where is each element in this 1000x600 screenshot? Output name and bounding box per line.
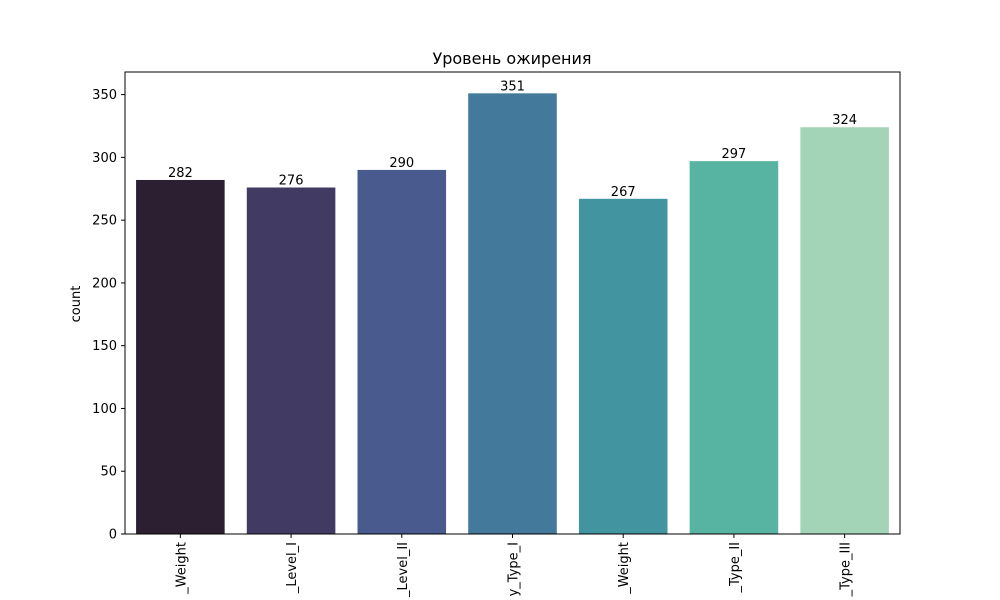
ticks-group: _Weight _Level_I _Level_II y_Type_I _Weight _… — [92, 88, 853, 598]
bar — [578, 198, 668, 534]
bar — [800, 127, 889, 534]
x-tick-label: _Weight — [174, 542, 189, 595]
x-tick-label: _Type_II — [728, 542, 743, 594]
data-label: 267 — [611, 185, 636, 200]
y-tick-label: 250 — [92, 214, 117, 229]
bar — [246, 187, 336, 534]
data-label: 282 — [168, 166, 193, 181]
bar — [468, 93, 557, 534]
data-label: 290 — [389, 156, 414, 171]
x-tick-label: _Level_II — [396, 542, 411, 598]
y-tick-label: 200 — [92, 276, 117, 291]
y-tick-label: 100 — [92, 402, 117, 417]
data-label: 297 — [722, 147, 747, 162]
y-tick-label: 0 — [109, 528, 117, 543]
y-tick-label: 350 — [92, 88, 117, 103]
x-tick-label: y_Type_I — [507, 542, 522, 596]
chart-title: Уровень ожирения — [432, 49, 591, 68]
bars-group: 282 276 290 351 267 297 324 — [136, 79, 889, 534]
bar — [136, 179, 225, 534]
x-tick-label: _Type_III — [839, 542, 854, 597]
y-tick-label: 300 — [92, 151, 117, 166]
y-tick-label: 50 — [100, 465, 117, 480]
bar — [689, 161, 779, 534]
x-tick-label: _Level_I — [285, 542, 300, 594]
data-label: 276 — [279, 174, 304, 189]
bar — [357, 169, 447, 534]
y-tick-label: 150 — [92, 339, 117, 354]
y-axis-label: count — [69, 286, 84, 323]
data-label: 351 — [500, 79, 525, 94]
data-label: 324 — [832, 113, 857, 128]
plot-frame — [124, 71, 901, 535]
x-tick-label: _Weight — [617, 542, 632, 595]
